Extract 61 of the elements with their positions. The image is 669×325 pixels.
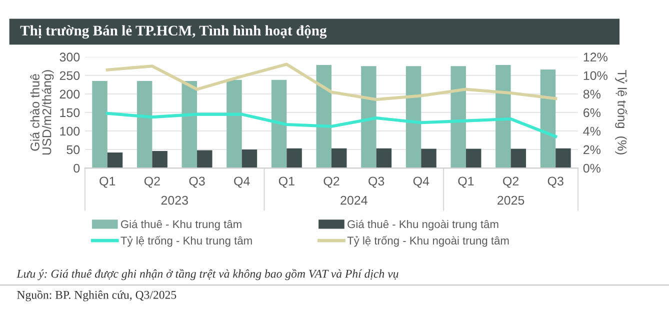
text: Nguồn: BP. Nghiên cứu, Q3/2025 [17,290,176,302]
y2-tick-label: 4% [583,126,600,136]
bar [271,80,287,168]
y-tick-label: 0 [74,164,80,173]
legend-label: Tỷ lệ trống - Khu ngoài trung tâm [347,236,509,247]
y-tick-label: 200 [60,90,80,99]
x-tick-label: Q4 [234,176,250,188]
y-axis-title: Giá chào thuê USD/m2/tháng) [30,70,54,155]
x-tick-label: Q3 [368,176,384,188]
y-tick-label: 150 [60,108,80,118]
y2-tick-label: 0% [583,164,600,173]
text: Lưu ý: Giá thuê được ghi nhận ở tầng trệt và không bao gồm VAT và Phí dịch vụ [16,269,398,280]
chart-title: Thị trường Bán lẻ TP.HCM, Tình hình hoạt động [20,25,327,39]
y2-tick-label: 10% [584,71,608,80]
line-series [106,62,558,102]
y2-axis-title: Tỷ lệ trống (%) [615,70,628,154]
y-tick-label: 50 [66,145,80,154]
y-tick-label: 100 [60,126,80,136]
x-tick-label: Q2 [144,176,160,188]
x-tick-label: Q2 [503,176,518,188]
bar [421,148,436,168]
bar [316,65,332,168]
bar [152,150,168,168]
y2-tick-label: 6% [584,108,600,118]
x-tick-label: Q2 [324,176,340,188]
text: 2023 [161,196,188,205]
bar [92,80,108,168]
x-tick-label: Q3 [189,176,205,188]
y-tick-label: 250 [60,71,80,80]
x-tick-label: Q4 [413,176,430,188]
legend-label: Giá thuê - Khu ngoài trung tâm [348,220,498,230]
y2-tick-label: 8% [583,90,600,99]
legend-label: Giá thuê - Khu trung tâm [120,220,242,230]
bar [406,66,422,168]
bar [376,148,392,168]
bar [136,80,152,168]
bar [556,148,571,168]
bar [496,65,511,168]
x-tick-label: Q1 [458,176,474,188]
bar [107,152,123,168]
bar [331,148,347,168]
legend-label: Tỷ lệ trống - Khu trung tâm [120,236,252,247]
x-tick-label: Q3 [548,176,564,188]
x-tick-label: Q1 [100,176,116,188]
y2-tick-label: 12% [584,52,608,62]
x-tick-label: Q1 [278,176,294,188]
bar [361,66,376,168]
text: 2024 [340,196,368,205]
bar [510,148,526,168]
bar [226,80,242,168]
bar [540,69,556,168]
bar [242,150,258,168]
y-tick-label: 300 [60,52,80,62]
bar [197,150,212,168]
y2-tick-label: 2% [584,145,600,154]
bar [286,148,302,168]
text: 2025 [498,196,524,205]
bar [466,148,482,168]
bar [450,66,466,168]
line-series [106,112,558,138]
bar [182,80,198,168]
